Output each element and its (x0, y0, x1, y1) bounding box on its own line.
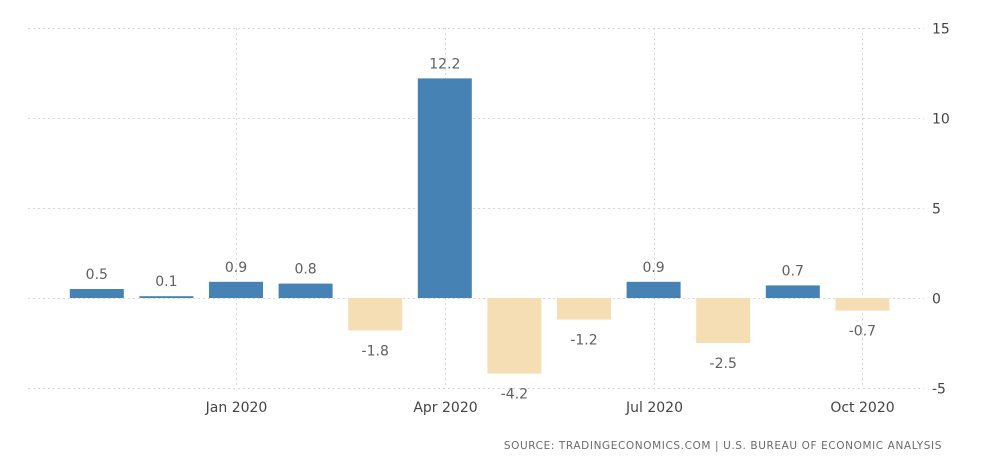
bar (835, 298, 890, 311)
bar (487, 298, 542, 374)
bar-value-label: -1.2 (570, 333, 597, 349)
bar (417, 78, 472, 299)
x-tick-label: Jan 2020 (205, 400, 268, 416)
bar (69, 289, 124, 298)
bar (139, 296, 194, 298)
bar-value-label: -1.8 (362, 343, 389, 359)
bar-value-label: -0.7 (849, 324, 876, 340)
bar (209, 281, 263, 298)
y-axis: 15 10 5 0 -5 (932, 22, 950, 398)
value-labels: 0.5 0.1 0.9 0.8 -1.8 12.2 -4.2 -1.2 0.9 -2.5 0.7 -0… (86, 56, 876, 402)
bar (278, 283, 333, 298)
bar-value-label: 0.8 (294, 262, 316, 278)
bar (626, 281, 681, 298)
bar-value-label: 0.9 (642, 260, 664, 276)
source-note: SOURCE: TRADINGECONOMICS.COM | U.S. BURE… (503, 440, 942, 452)
bar-value-label: 0.1 (155, 274, 177, 290)
y-tick-label: 10 (932, 112, 950, 128)
bar (557, 298, 611, 320)
bar-value-label: -2.5 (710, 356, 737, 372)
bar (765, 285, 820, 298)
y-tick-label: 15 (932, 22, 950, 38)
bar (348, 298, 403, 331)
x-tick-label: Jul 2020 (625, 400, 683, 416)
bar-value-label: 0.9 (225, 260, 247, 276)
bar-value-label: 0.7 (782, 263, 804, 279)
bar-value-label: -4.2 (501, 387, 528, 403)
y-tick-label: -5 (932, 382, 946, 398)
bar-value-label: 0.5 (86, 267, 108, 283)
x-tick-label: Apr 2020 (413, 400, 477, 416)
bar-value-label: 12.2 (429, 56, 460, 72)
bars (69, 78, 890, 374)
x-axis: Jan 2020 Apr 2020 Jul 2020 Oct 2020 (205, 400, 895, 416)
bar (696, 298, 751, 343)
y-tick-label: 0 (932, 292, 941, 308)
grid-lines (28, 28, 924, 389)
x-tick-label: Oct 2020 (830, 400, 894, 416)
y-tick-label: 5 (932, 202, 941, 218)
